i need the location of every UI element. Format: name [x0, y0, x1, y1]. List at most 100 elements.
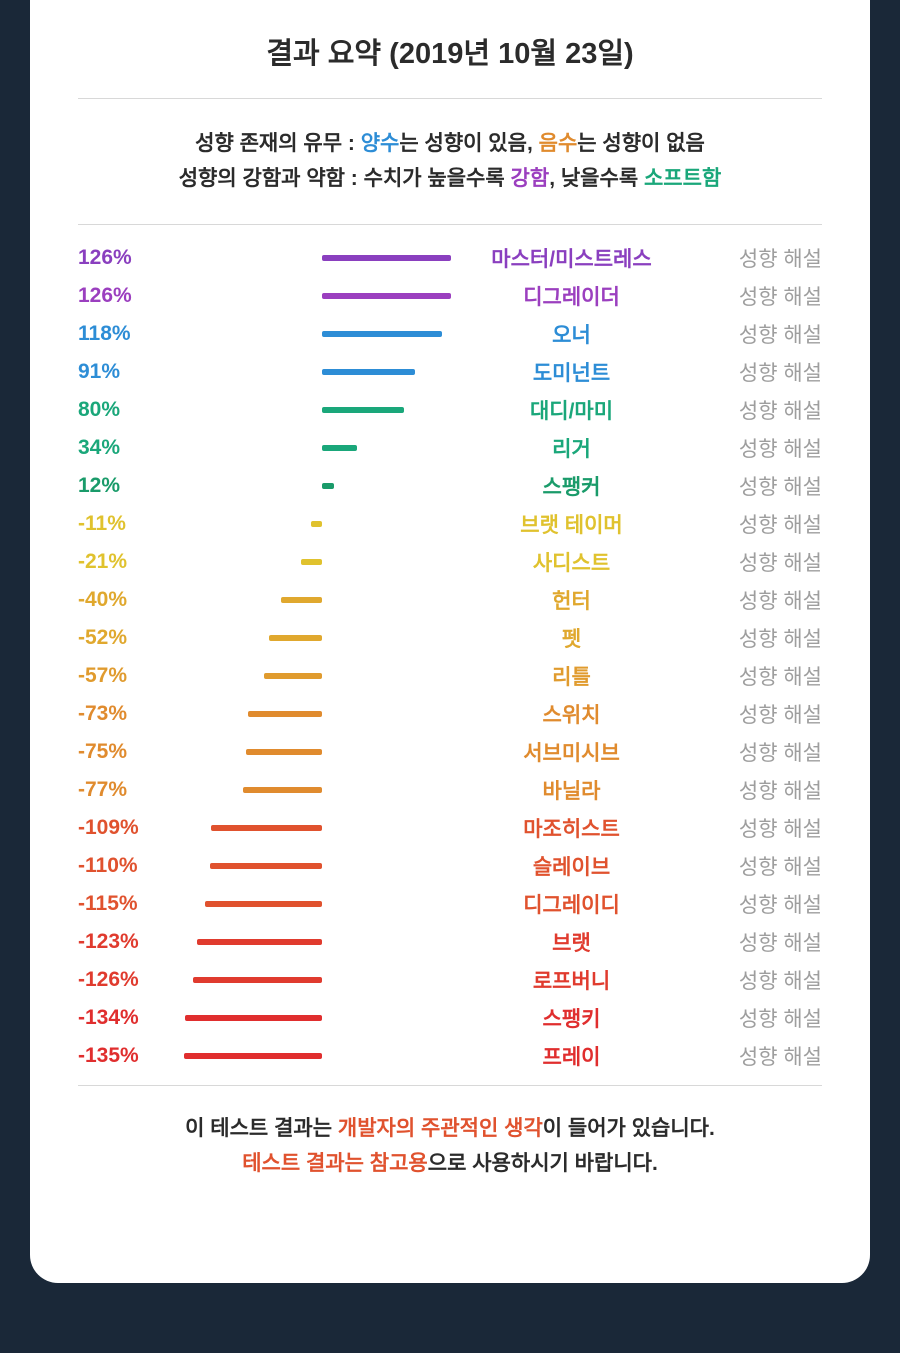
pct-value: -123%: [78, 930, 156, 954]
bar-area: [156, 353, 436, 391]
detail-link[interactable]: 성향 해설: [707, 775, 822, 805]
bar-fill: [210, 863, 322, 869]
pct-value: -21%: [78, 550, 156, 574]
detail-link[interactable]: 성향 해설: [707, 889, 822, 919]
bar-fill: [246, 749, 323, 755]
pct-value: -11%: [78, 512, 156, 536]
bar-fill: [322, 369, 415, 375]
pct-value: -109%: [78, 816, 156, 840]
legend-text: 는 성향이 있음,: [399, 132, 538, 155]
pct-value: -73%: [78, 702, 156, 726]
bar-area: [156, 239, 436, 277]
bar-area: [156, 505, 436, 543]
detail-link[interactable]: 성향 해설: [707, 965, 822, 995]
row-label: 스위치: [436, 699, 707, 729]
detail-link[interactable]: 성향 해설: [707, 585, 822, 615]
bar-fill: [311, 521, 322, 527]
detail-link[interactable]: 성향 해설: [707, 737, 822, 767]
bar-fill: [322, 331, 442, 337]
bar-area: [156, 657, 436, 695]
pct-value: 34%: [78, 436, 156, 460]
chart-row: -123%브랫성향 해설: [78, 923, 822, 961]
bar-fill: [185, 1015, 322, 1021]
pct-value: -75%: [78, 740, 156, 764]
detail-link[interactable]: 성향 해설: [707, 433, 822, 463]
legend-soft: 소프트함: [644, 167, 721, 190]
bar-area: [156, 961, 436, 999]
row-label: 오너: [436, 319, 707, 349]
bar-fill: [193, 977, 322, 983]
legend-strong: 강함: [511, 167, 550, 190]
legend-text: 는 성향이 없음: [577, 132, 705, 155]
row-label: 대디/마미: [436, 395, 707, 425]
detail-link[interactable]: 성향 해설: [707, 509, 822, 539]
detail-link[interactable]: 성향 해설: [707, 699, 822, 729]
legend-negative: 음수: [539, 132, 578, 155]
detail-link[interactable]: 성향 해설: [707, 395, 822, 425]
result-chart: 126%마스터/미스트레스성향 해설126%디그레이더성향 해설118%오너성향…: [78, 225, 822, 1085]
detail-link[interactable]: 성향 해설: [707, 927, 822, 957]
row-label: 헌터: [436, 585, 707, 615]
legend-block: 성향 존재의 유무 : 양수는 성향이 있음, 음수는 성향이 없음 성향의 강…: [78, 99, 822, 224]
page-title: 결과 요약 (2019년 10월 23일): [78, 30, 822, 72]
bar-area: [156, 885, 436, 923]
detail-link[interactable]: 성향 해설: [707, 547, 822, 577]
bar-fill: [301, 559, 322, 565]
bar-fill: [184, 1053, 322, 1059]
bar-fill: [248, 711, 322, 717]
chart-row: -134%스팽키성향 해설: [78, 999, 822, 1037]
pct-value: 118%: [78, 322, 156, 346]
row-label: 사디스트: [436, 547, 707, 577]
bar-area: [156, 809, 436, 847]
pct-value: -126%: [78, 968, 156, 992]
bar-fill: [322, 445, 357, 451]
detail-link[interactable]: 성향 해설: [707, 623, 822, 653]
bar-area: [156, 277, 436, 315]
bar-area: [156, 999, 436, 1037]
bar-area: [156, 391, 436, 429]
chart-row: -135%프레이성향 해설: [78, 1037, 822, 1075]
bar-fill: [269, 635, 322, 641]
chart-row: -40% 헌터성향 해설: [78, 581, 822, 619]
row-label: 바닐라: [436, 775, 707, 805]
bar-area: [156, 1037, 436, 1075]
chart-row: -73% 스위치성향 해설: [78, 695, 822, 733]
chart-row: 126%디그레이더성향 해설: [78, 277, 822, 315]
detail-link[interactable]: 성향 해설: [707, 357, 822, 387]
row-label: 디그레이디: [436, 889, 707, 919]
detail-link[interactable]: 성향 해설: [707, 813, 822, 843]
bar-fill: [243, 787, 322, 793]
pct-value: -135%: [78, 1044, 156, 1068]
row-label: 서브미시브: [436, 737, 707, 767]
row-label: 마스터/미스트레스: [436, 243, 707, 273]
detail-link[interactable]: 성향 해설: [707, 471, 822, 501]
detail-link[interactable]: 성향 해설: [707, 661, 822, 691]
bar-fill: [322, 407, 404, 413]
pct-value: -57%: [78, 664, 156, 688]
detail-link[interactable]: 성향 해설: [707, 319, 822, 349]
bar-fill: [205, 901, 322, 907]
detail-link[interactable]: 성향 해설: [707, 281, 822, 311]
bar-fill: [264, 673, 322, 679]
detail-link[interactable]: 성향 해설: [707, 243, 822, 273]
detail-link[interactable]: 성향 해설: [707, 1003, 822, 1033]
detail-link[interactable]: 성향 해설: [707, 851, 822, 881]
chart-row: 91%도미넌트성향 해설: [78, 353, 822, 391]
detail-link[interactable]: 성향 해설: [707, 1041, 822, 1071]
chart-row: -109%마조히스트성향 해설: [78, 809, 822, 847]
bar-area: [156, 315, 436, 353]
pct-value: -40%: [78, 588, 156, 612]
row-label: 슬레이브: [436, 851, 707, 881]
chart-row: 126%마스터/미스트레스성향 해설: [78, 239, 822, 277]
row-label: 브랫 테이머: [436, 509, 707, 539]
row-label: 스팽커: [436, 471, 707, 501]
row-label: 디그레이더: [436, 281, 707, 311]
chart-row: -21% 사디스트성향 해설: [78, 543, 822, 581]
chart-row: -11% 브랫 테이머성향 해설: [78, 505, 822, 543]
bar-fill: [322, 483, 334, 489]
row-label: 로프버니: [436, 965, 707, 995]
bar-fill: [281, 597, 322, 603]
bar-fill: [211, 825, 322, 831]
footer-text: 이 테스트 결과는: [185, 1117, 338, 1140]
bar-area: [156, 619, 436, 657]
